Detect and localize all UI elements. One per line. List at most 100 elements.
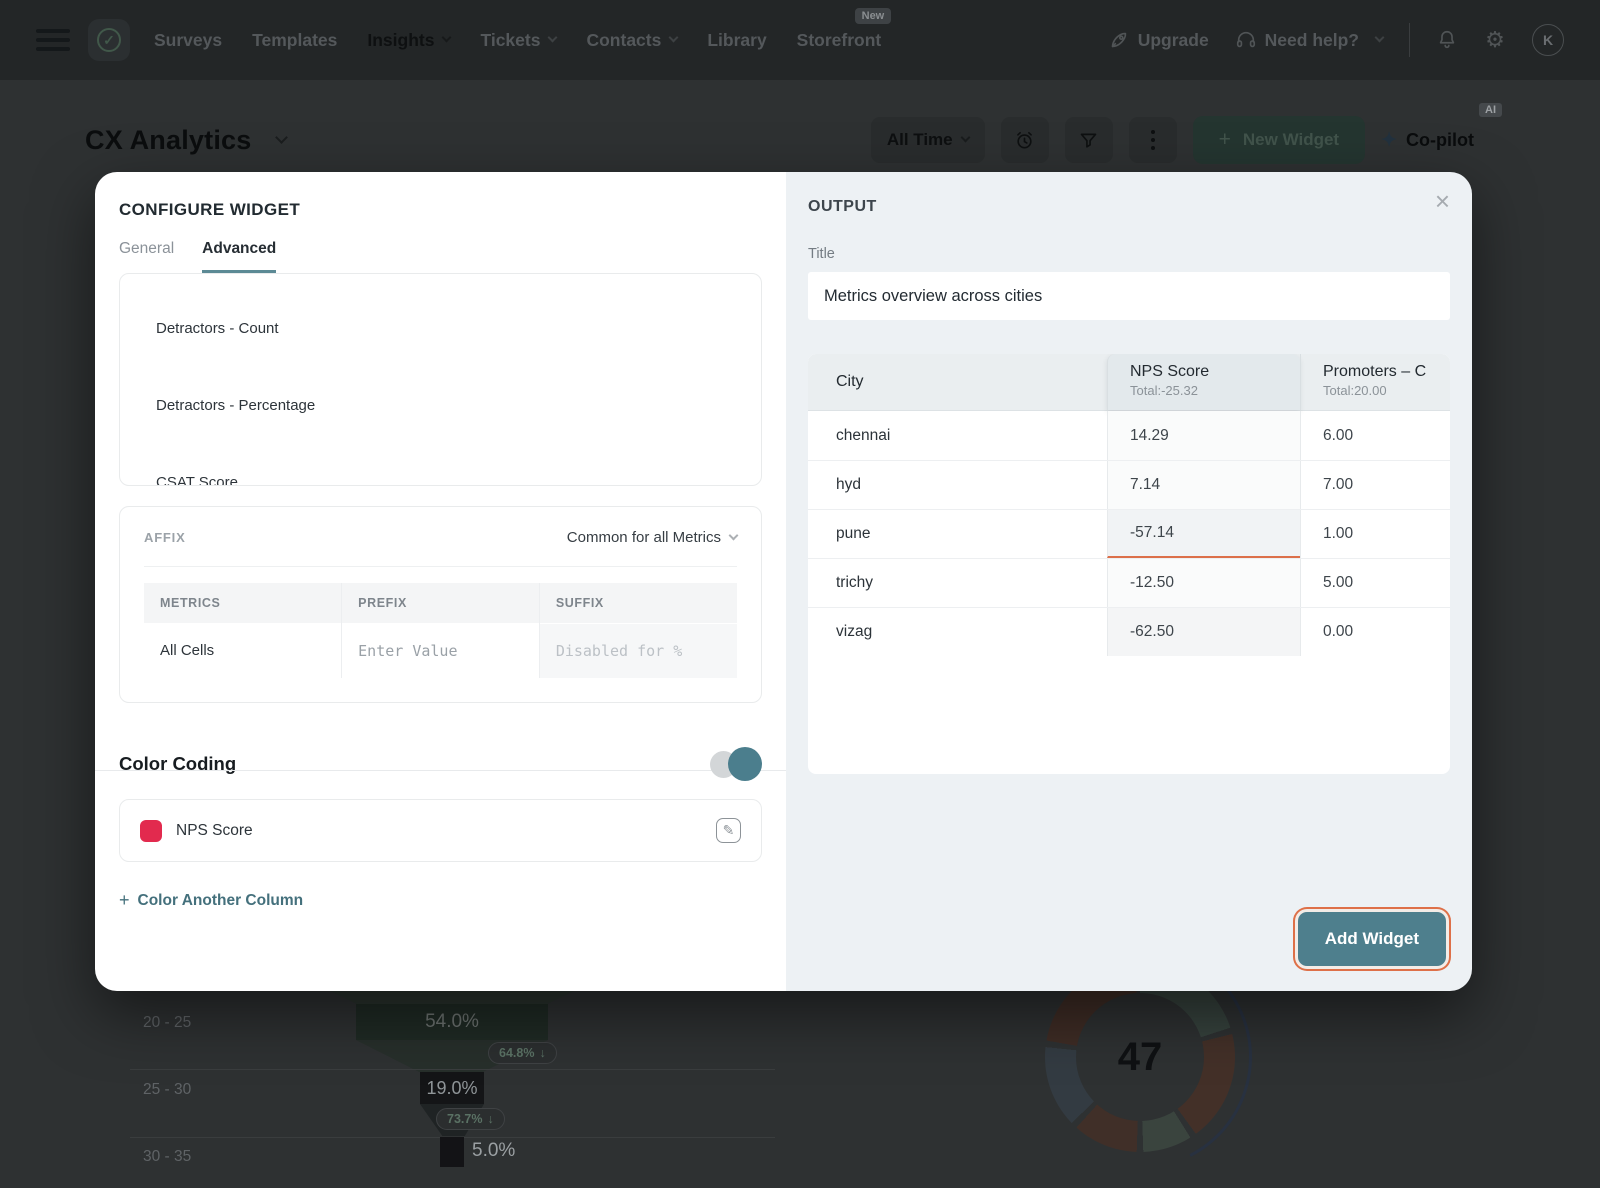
output-table-body: chennai 14.29 6.00 hyd 7.14 7.00 pune -57.14 1.0… [808, 411, 1450, 656]
color-swatch[interactable] [140, 819, 162, 842]
nav-item-label: Library [707, 29, 767, 50]
nav-item-label: Insights [367, 29, 435, 50]
table-row: vizag -62.50 0.00 [808, 607, 1450, 656]
configure-widget-title: CONFIGURE WIDGET [119, 200, 301, 219]
cell-nps[interactable]: -62.50 [1107, 608, 1300, 656]
funnel-drop-badge: 64.8% ↓ [488, 1042, 557, 1064]
cell-nps-selected[interactable]: -57.14 [1107, 510, 1300, 558]
affix-table: METRICS PREFIX SUFFIX All Cells [144, 583, 737, 678]
time-range-label: All Time [886, 130, 953, 149]
tab-general[interactable]: General [119, 240, 175, 257]
filter-button[interactable] [1064, 117, 1113, 163]
metric-option[interactable]: Detractors - Count [156, 320, 279, 337]
funnel-drop-badge: 73.7% ↓ [436, 1108, 505, 1130]
sparkle-icon: ✦ [1381, 129, 1398, 151]
cell-nps[interactable]: 7.14 [1107, 461, 1300, 509]
column-header-nps[interactable]: NPS Score Total:-25.32 [1107, 354, 1300, 410]
nav-item-insights[interactable]: Insights [367, 29, 452, 51]
suffix-input [539, 624, 737, 678]
funnel-bar-value: 5.0% [472, 1140, 516, 1161]
close-icon[interactable]: × [1434, 186, 1450, 216]
table-row: pune -57.14 1.00 [808, 509, 1450, 558]
color-another-column-button[interactable]: + Color Another Column [119, 890, 762, 911]
cell-nps[interactable]: -12.50 [1107, 559, 1300, 607]
nav-item-tickets[interactable]: Tickets [480, 29, 558, 51]
hamburger-menu-icon[interactable] [36, 29, 70, 51]
tab-advanced[interactable]: Advanced [202, 240, 277, 273]
logo-check-icon: ✓ [97, 28, 121, 52]
prefix-input[interactable] [342, 624, 539, 678]
cell-promoters[interactable]: 6.00 [1300, 411, 1450, 460]
affix-scope-selector[interactable]: Common for all Metrics [567, 529, 739, 546]
nav-item-surveys[interactable]: Surveys [154, 30, 222, 51]
funnel-category-label: 20 - 25 [143, 1014, 192, 1031]
user-avatar[interactable]: K [1532, 24, 1564, 56]
color-rule-metric: NPS Score [176, 821, 253, 839]
cell-promoters[interactable]: 7.00 [1300, 461, 1450, 509]
column-header-promoters[interactable]: Promoters – C Total:20.00 [1300, 354, 1450, 410]
new-widget-label: New Widget [1242, 130, 1340, 149]
widget-title-input[interactable] [808, 272, 1450, 320]
dashboard-title-dropdown[interactable]: CX Analytics [85, 124, 289, 156]
ai-badge: AI [1479, 102, 1502, 117]
output-preview-card: City NPS Score Total:-25.32 Promoters – … [808, 354, 1450, 774]
cell-promoters[interactable]: 5.00 [1300, 559, 1450, 607]
more-options-button[interactable] [1128, 117, 1177, 163]
time-range-selector[interactable]: All Time [870, 117, 985, 163]
need-help-label: Need help? [1264, 29, 1359, 50]
funnel-category-label: 30 - 35 [143, 1148, 192, 1165]
column-header-city[interactable]: City [836, 373, 864, 390]
metric-option[interactable]: CSAT Score [156, 474, 238, 486]
affix-label: AFFIX [144, 530, 186, 545]
column-total: Total:-25.32 [1130, 383, 1198, 398]
cell-city: chennai [836, 426, 891, 444]
nav-item-label: Tickets [480, 29, 541, 50]
edit-pencil-icon[interactable]: ✎ [716, 818, 741, 843]
output-title: OUTPUT [808, 198, 877, 215]
headset-icon [1235, 29, 1257, 51]
nav-item-label: Templates [252, 29, 338, 50]
schedule-alarm-button[interactable] [1000, 117, 1049, 163]
funnel-bar: 19.0% [420, 1072, 484, 1104]
app-logo[interactable]: ✓ [88, 19, 130, 61]
nav-item-label: Storefront [796, 29, 882, 50]
add-widget-button[interactable]: Add Widget [1297, 912, 1446, 966]
cell-promoters[interactable]: 1.00 [1300, 510, 1450, 558]
new-widget-button[interactable]: + New Widget [1192, 116, 1366, 164]
color-coding-toggle[interactable] [710, 747, 762, 781]
donut-center-value: 47 [1117, 1034, 1163, 1079]
need-help-menu[interactable]: Need help? [1235, 29, 1385, 51]
cell-nps[interactable]: 14.29 [1107, 411, 1300, 460]
new-badge: New [854, 7, 892, 24]
chevron-down-icon [548, 32, 558, 43]
output-table-header: City NPS Score Total:-25.32 Promoters – … [808, 354, 1450, 411]
output-panel: OUTPUT × Title City NPS Score Total:-25.… [786, 172, 1472, 991]
page-title: CX Analytics [85, 124, 252, 155]
chevron-down-icon [275, 131, 289, 144]
settings-gear-icon[interactable]: ⚙ [1485, 27, 1505, 52]
nav-item-templates[interactable]: Templates [252, 30, 337, 51]
cell-city: pune [836, 525, 871, 542]
notifications-bell-icon[interactable] [1436, 29, 1458, 51]
chevron-down-icon [442, 32, 452, 43]
nav-item-contacts[interactable]: Contacts [586, 30, 679, 51]
affix-col-metrics: METRICS [144, 583, 342, 624]
nav-divider [1409, 23, 1410, 57]
nav-menu: Surveys Templates Insights Tickets Contacts L… [154, 7, 892, 51]
nav-item-library[interactable]: Library [707, 30, 766, 51]
funnel-bar [440, 1137, 464, 1167]
nav-item-storefront[interactable]: Storefront New [796, 7, 892, 51]
configure-tabs: General Advanced [119, 240, 762, 273]
top-navigation: ✓ Surveys Templates Insights Tickets Contact… [0, 0, 1600, 80]
affix-col-suffix: SUFFIX [538, 583, 737, 624]
chevron-down-icon [960, 132, 971, 143]
copilot-button[interactable]: ✦ Co-pilot AI [1381, 102, 1502, 152]
upgrade-link[interactable]: Upgrade [1108, 29, 1209, 51]
cell-promoters[interactable]: 0.00 [1300, 608, 1450, 656]
arrow-down-icon: ↓ [539, 1046, 546, 1060]
cell-city: trichy [836, 574, 874, 591]
color-coding-label: Color Coding [119, 753, 237, 774]
metric-option[interactable]: Detractors - Percentage [156, 397, 316, 414]
plus-icon: + [1218, 128, 1231, 151]
table-row: chennai 14.29 6.00 [808, 411, 1450, 460]
